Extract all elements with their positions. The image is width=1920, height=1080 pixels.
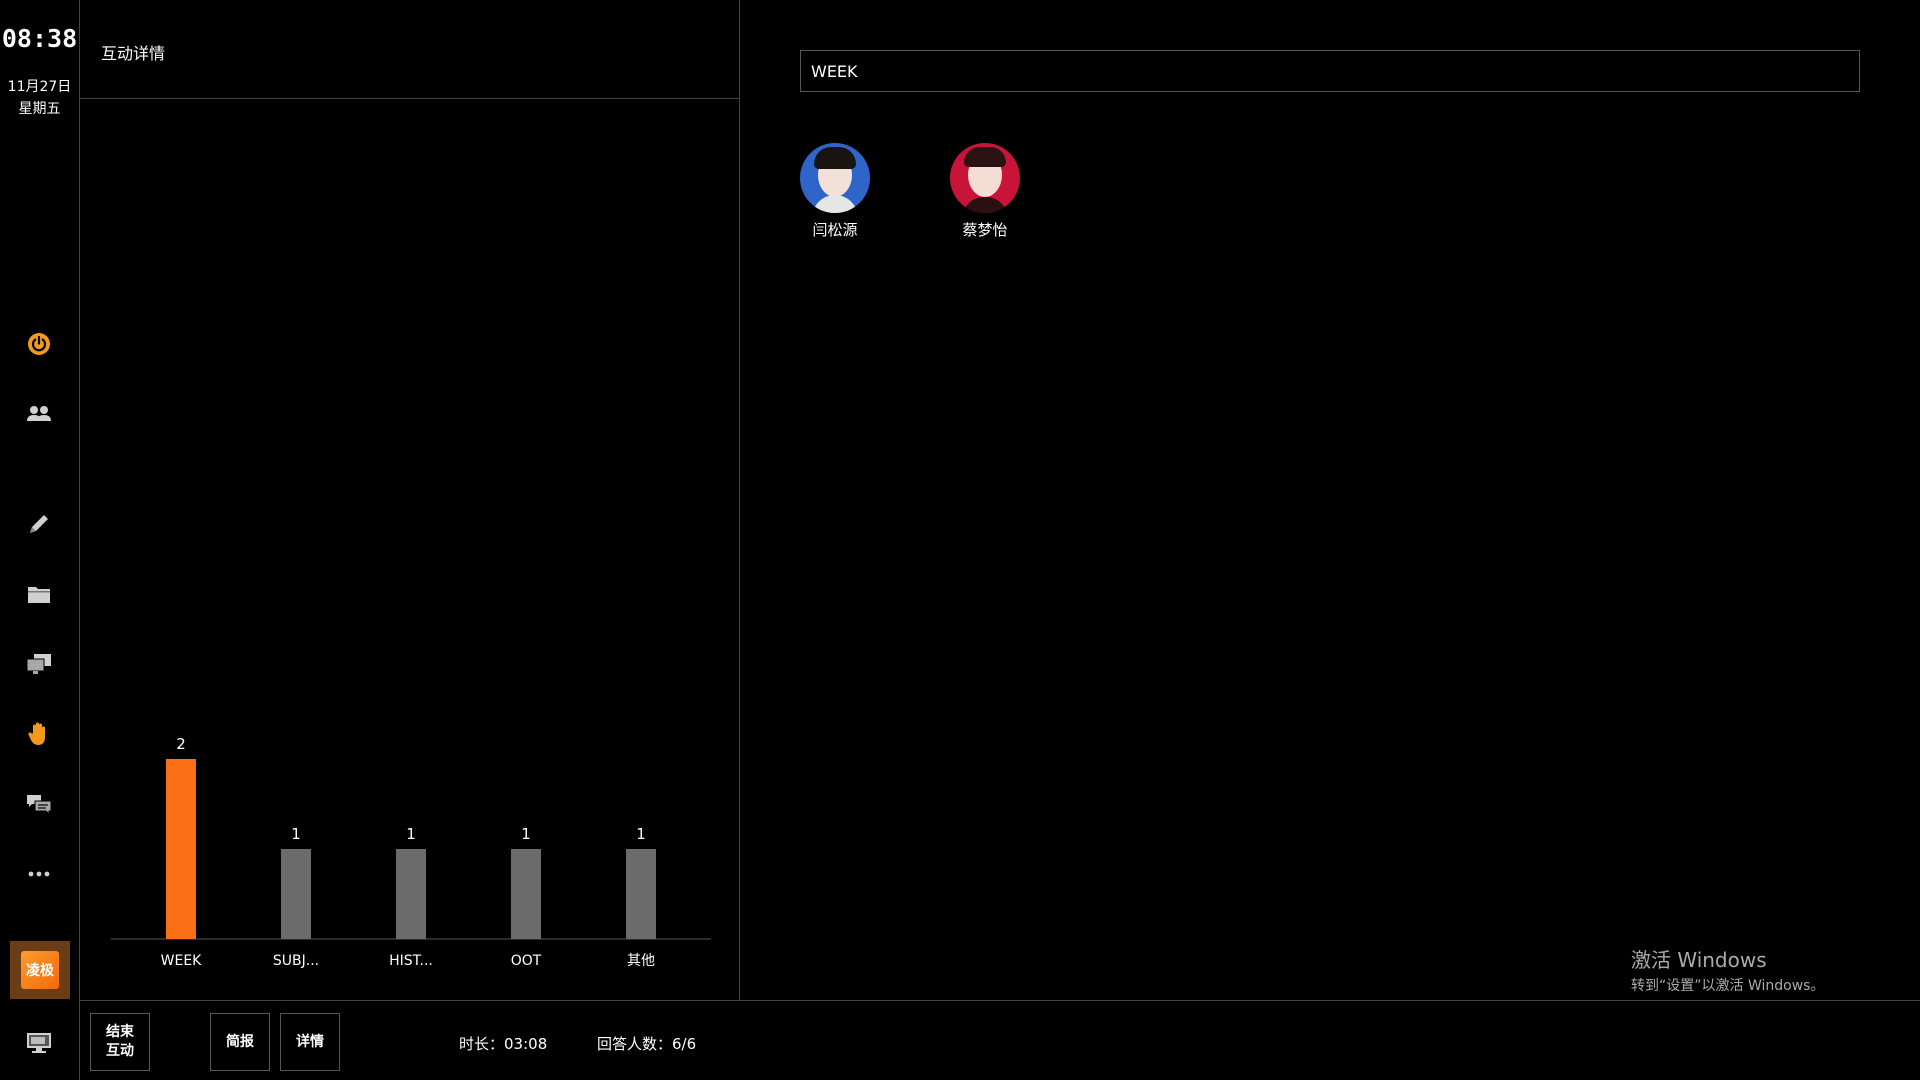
answer-count-value: 6/6: [672, 1035, 697, 1053]
duration-value: 03:08: [504, 1035, 548, 1053]
category-label: OOT: [511, 953, 542, 969]
category-label: HIST...: [389, 953, 433, 969]
duration-label: 时长：: [459, 1035, 505, 1053]
answer-count-stat: 回答人数：6/6: [597, 1033, 696, 1054]
student-card[interactable]: 蔡梦怡: [948, 143, 1022, 240]
clock: 08:38: [1, 24, 78, 53]
panel-title: 互动详情: [101, 44, 166, 63]
category-label: 其他: [627, 953, 655, 969]
end-button-line1: 结束: [106, 1024, 134, 1040]
watermark-title: 激活 Windows: [1631, 948, 1767, 972]
left-panel-header: 互动详情: [80, 0, 739, 99]
chart-svg: 2 WEEK 1 SUBJ... 1 HIST... 1 OOT 1 其他: [111, 735, 711, 969]
bar[interactable]: [166, 759, 196, 939]
student-card[interactable]: 闫松源: [798, 143, 872, 240]
more-icon[interactable]: [24, 859, 54, 889]
chat-icon[interactable]: [24, 789, 54, 819]
activation-watermark: 激活 Windows 转到“设置”以激活 Windows。: [1631, 944, 1824, 995]
end-interaction-button[interactable]: 结束 互动: [90, 1013, 150, 1071]
category-label: SUBJ...: [273, 953, 319, 969]
student-name: 闫松源: [812, 221, 858, 239]
hand-icon[interactable]: [24, 719, 54, 749]
watermark-subtitle: 转到“设置”以激活 Windows。: [1631, 978, 1825, 994]
folder-icon[interactable]: [24, 579, 54, 609]
selected-answer: WEEK: [811, 62, 858, 81]
bar[interactable]: [396, 849, 426, 939]
data-label: 2: [176, 735, 186, 753]
bar[interactable]: [281, 849, 311, 939]
bottom-toolbar: 结束 互动 简报 详情 时长：03:08 回答人数：6/6: [80, 1000, 1920, 1080]
users-icon[interactable]: [24, 399, 54, 429]
brief-button[interactable]: 简报: [210, 1013, 270, 1071]
data-label: 1: [636, 825, 646, 843]
end-button-line2: 互动: [106, 1043, 134, 1059]
bar[interactable]: [511, 849, 541, 939]
sidebar: 08:38 11月27日 星期五: [0, 0, 80, 1080]
duration-stat: 时长：03:08: [459, 1033, 547, 1054]
detail-button[interactable]: 详情: [280, 1013, 340, 1071]
answer-chart: 2 WEEK 1 SUBJ... 1 HIST... 1 OOT 1 其他: [80, 99, 739, 1000]
brand-logo: 凌极: [21, 951, 59, 989]
answer-box: WEEK: [800, 50, 1860, 92]
bar[interactable]: [626, 849, 656, 939]
screens-icon[interactable]: [24, 649, 54, 679]
weekday: 星期五: [18, 101, 61, 117]
monitor-icon[interactable]: [24, 1028, 54, 1058]
data-label: 1: [521, 825, 531, 843]
data-label: 1: [406, 825, 416, 843]
avatar: [950, 143, 1020, 213]
date: 11月27日: [7, 79, 72, 95]
brand-tile[interactable]: 凌极: [10, 941, 70, 999]
data-label: 1: [291, 825, 301, 843]
avatar: [800, 143, 870, 213]
student-name: 蔡梦怡: [962, 221, 1008, 239]
pencil-icon[interactable]: [24, 509, 54, 539]
power-icon[interactable]: [24, 329, 54, 359]
panel-divider: [739, 0, 740, 1000]
answer-count-label: 回答人数：: [597, 1035, 673, 1053]
category-label: WEEK: [161, 953, 203, 969]
